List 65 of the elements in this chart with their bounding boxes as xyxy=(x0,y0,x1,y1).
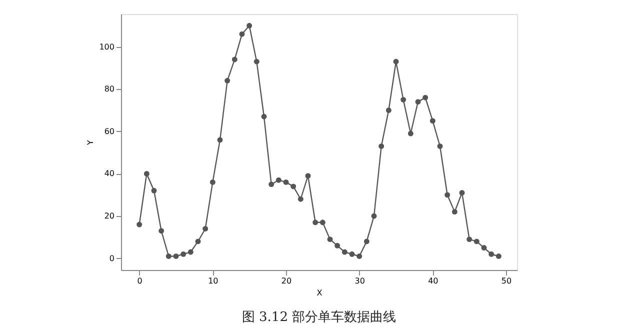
point xyxy=(210,179,216,185)
y-tick-label: 100 xyxy=(99,42,114,52)
y-tick-label: 60 xyxy=(104,126,114,136)
point xyxy=(188,249,194,255)
point xyxy=(444,192,450,198)
point xyxy=(224,78,230,84)
point xyxy=(466,236,472,242)
point xyxy=(320,220,326,226)
point xyxy=(195,238,201,244)
point xyxy=(386,108,392,113)
point xyxy=(246,22,252,28)
point xyxy=(136,222,142,228)
point xyxy=(283,179,289,185)
point xyxy=(342,249,348,255)
x-axis-title: X xyxy=(316,288,323,298)
point xyxy=(254,58,260,64)
point xyxy=(151,188,157,194)
point xyxy=(488,251,494,257)
point xyxy=(158,228,164,234)
point xyxy=(437,144,443,149)
x-tick-label: 10 xyxy=(208,276,218,286)
point xyxy=(393,58,399,64)
point xyxy=(239,31,245,37)
x-tick-label: 50 xyxy=(501,276,512,286)
y-tick-label: 40 xyxy=(104,169,114,178)
caption: 图 3.12 部分单车数据曲线 xyxy=(242,310,396,325)
point xyxy=(334,242,340,248)
point xyxy=(217,137,223,143)
y-tick-label: 80 xyxy=(104,84,114,94)
x-tick-label: 0 xyxy=(137,276,142,286)
point xyxy=(276,177,282,183)
point xyxy=(371,213,377,219)
point xyxy=(261,114,267,120)
point xyxy=(400,96,406,102)
point xyxy=(356,254,362,259)
x-tick-label: 30 xyxy=(354,276,365,286)
x-tick-label: 40 xyxy=(428,276,438,286)
point xyxy=(290,184,296,190)
point xyxy=(364,238,370,244)
point xyxy=(430,118,436,124)
point xyxy=(173,254,179,259)
point xyxy=(349,251,355,257)
point xyxy=(298,196,304,202)
point xyxy=(268,182,274,188)
point xyxy=(312,220,318,226)
point xyxy=(496,254,502,259)
point xyxy=(180,251,186,257)
point xyxy=(459,190,465,196)
point xyxy=(232,56,238,62)
point xyxy=(408,130,414,136)
point xyxy=(422,94,428,100)
point xyxy=(378,144,384,149)
y-tick-label: 20 xyxy=(104,212,114,221)
point xyxy=(474,238,480,244)
point xyxy=(166,254,172,259)
point xyxy=(481,245,487,251)
point xyxy=(202,226,208,232)
x-tick-label: 20 xyxy=(281,276,292,286)
point xyxy=(144,171,150,176)
y-tick-label: 0 xyxy=(109,254,114,263)
point xyxy=(415,99,421,105)
point xyxy=(452,209,458,215)
point xyxy=(305,173,311,179)
y-axis-title: Y xyxy=(86,140,96,146)
point xyxy=(327,236,333,242)
